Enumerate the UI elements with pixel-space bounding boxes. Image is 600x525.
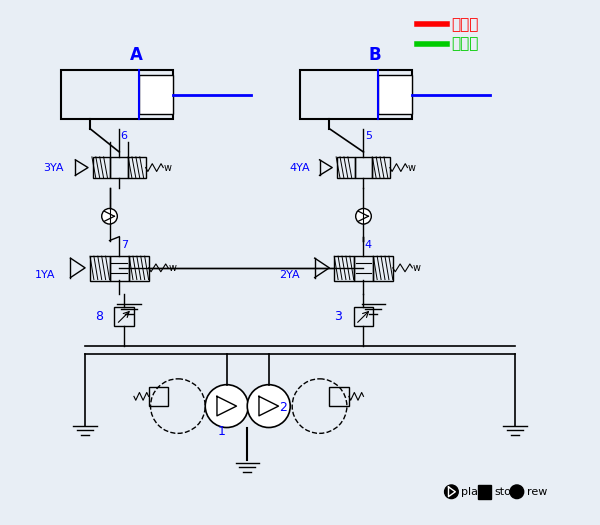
Circle shape [510,485,524,499]
Bar [139,75,173,114]
Text: 5: 5 [365,131,372,141]
Text: 7: 7 [121,240,128,250]
Bar [337,157,355,178]
Circle shape [445,485,458,499]
Bar [372,157,390,178]
Text: 4YA: 4YA [289,163,310,173]
Bar [93,157,110,178]
Bar [110,256,129,280]
Circle shape [101,208,118,224]
Text: 6: 6 [121,131,128,141]
Text: 2YA: 2YA [280,270,300,280]
Text: stop: stop [494,487,518,497]
Bar [61,70,173,119]
Text: 3YA: 3YA [43,163,64,173]
Text: 3: 3 [334,310,342,323]
Text: w: w [407,163,415,173]
Bar [334,256,354,280]
Bar [354,307,373,326]
Bar [378,75,412,114]
Text: w: w [163,163,171,173]
Bar [149,386,168,406]
Text: 4: 4 [365,240,372,250]
Text: w: w [412,263,421,273]
Bar [128,157,146,178]
Bar [115,307,134,326]
Bar [90,256,110,280]
Text: B: B [369,47,382,65]
Bar [373,256,393,280]
Text: 1YA: 1YA [35,270,56,280]
Bar [355,157,372,178]
Circle shape [247,385,290,427]
Text: 回油路: 回油路 [451,36,479,51]
Text: 8: 8 [95,310,103,323]
Text: w: w [168,263,176,273]
Bar [129,256,149,280]
Bar [300,70,412,119]
Text: rew: rew [527,487,547,497]
Circle shape [205,385,248,427]
Circle shape [356,208,371,224]
Text: play: play [461,487,485,497]
Text: 进油路: 进油路 [451,17,479,32]
Text: A: A [130,47,142,65]
Bar [329,386,349,406]
Text: 1: 1 [218,425,226,438]
Bar [478,485,491,499]
Text: 2: 2 [280,401,287,414]
Bar [110,157,128,178]
Bar [354,256,373,280]
